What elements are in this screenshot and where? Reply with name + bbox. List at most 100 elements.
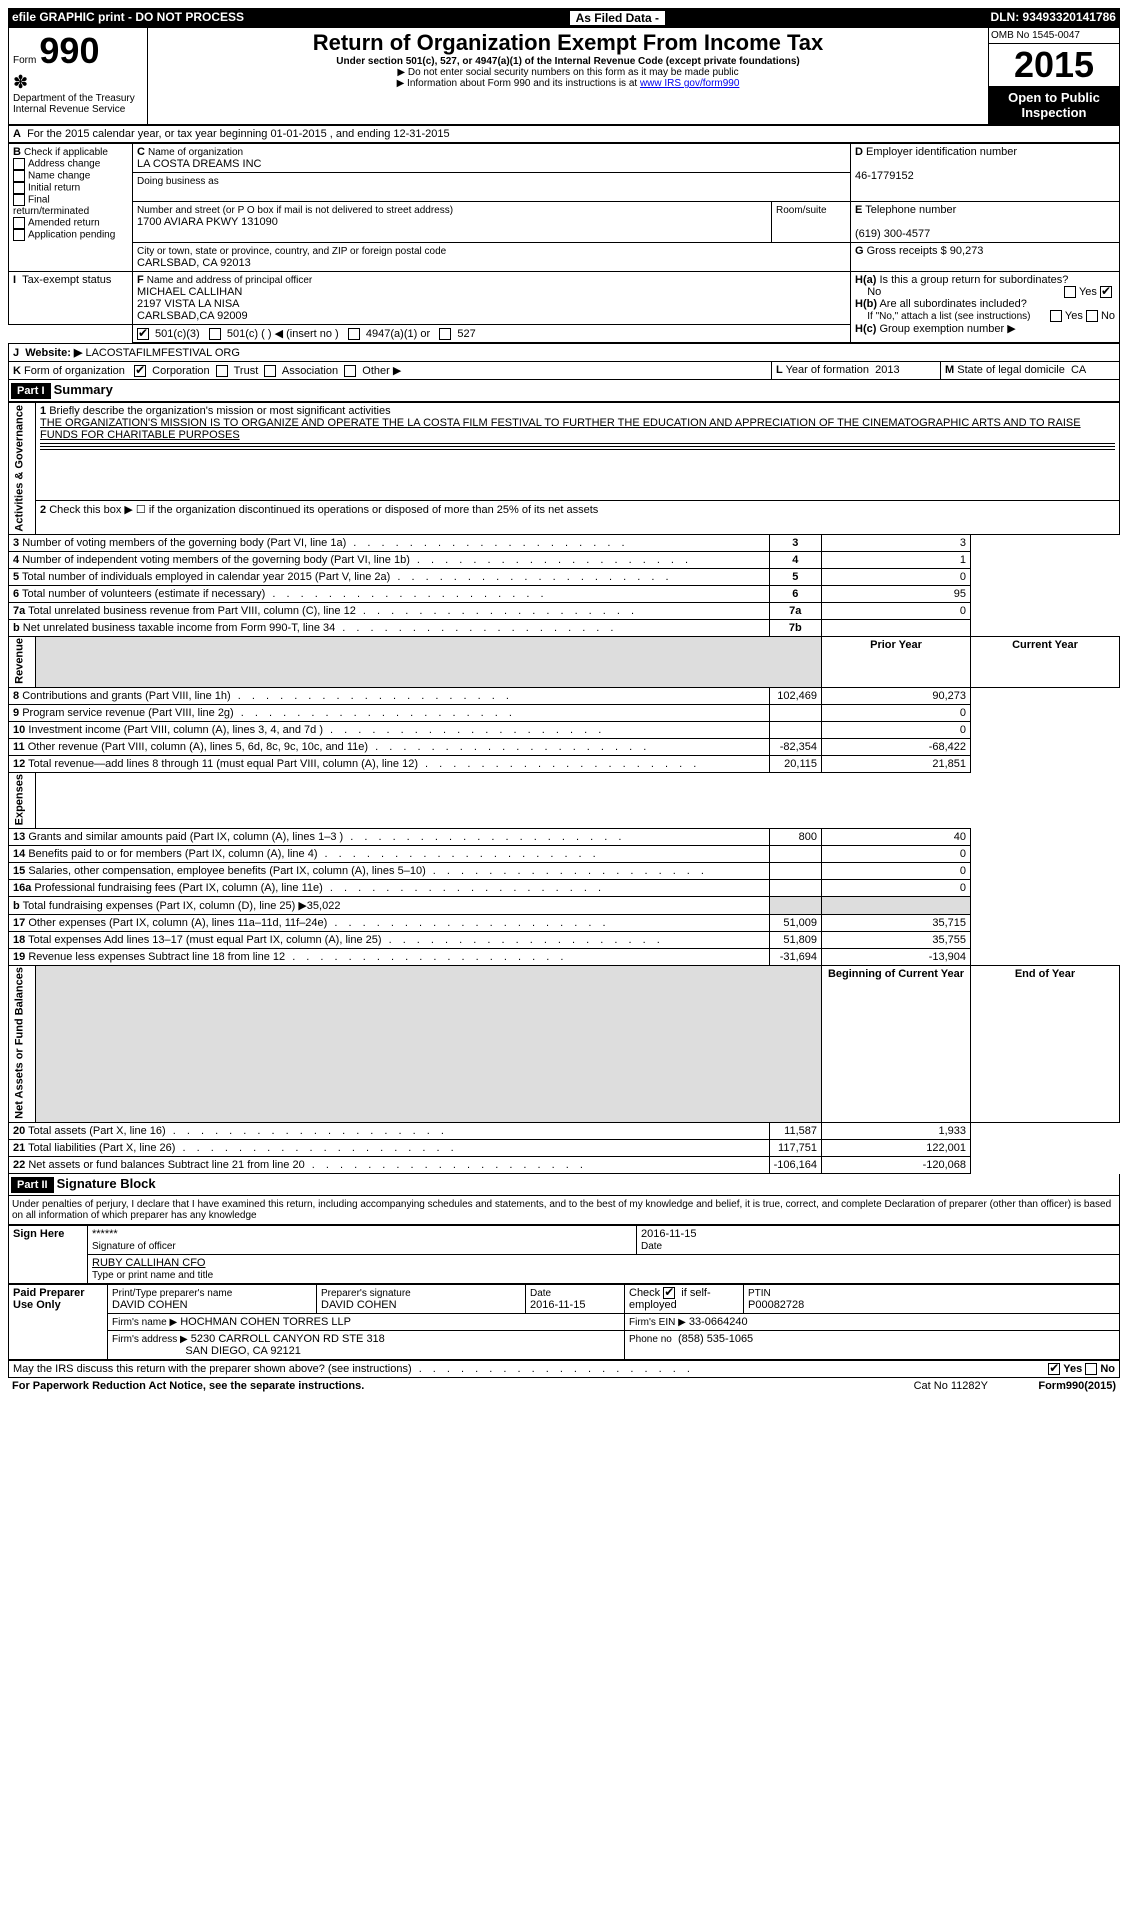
e-label: Telephone number — [865, 204, 956, 216]
line-num: 7b — [769, 619, 821, 636]
part2-title: Signature Block — [57, 1176, 156, 1191]
top-bar: efile GRAPHIC print - DO NOT PROCESS As … — [8, 8, 1120, 28]
current-year: -13,904 — [822, 948, 971, 965]
current-year: 0 — [822, 704, 971, 721]
j-label: Website: ▶ — [25, 347, 82, 359]
side-revenue: Revenue — [9, 636, 36, 687]
date-lbl: Date — [641, 1241, 662, 1252]
prior-year — [769, 879, 821, 896]
discuss-yes-checkbox[interactable] — [1048, 1363, 1060, 1375]
b-checkbox[interactable] — [13, 182, 25, 194]
mission: THE ORGANIZATION'S MISSION IS TO ORGANIZ… — [40, 417, 1081, 441]
part2-head: Part II — [11, 1177, 54, 1193]
current-year: 90,273 — [822, 687, 971, 704]
dept-1: Department of the Treasury — [13, 93, 143, 104]
prior-year: 51,009 — [769, 914, 821, 931]
current-year: 35,755 — [822, 931, 971, 948]
line-text: 20 Total assets (Part X, line 16) — [9, 1122, 770, 1139]
i-checkbox[interactable] — [209, 328, 221, 340]
firm-ein-lbl: Firm's EIN ▶ — [629, 1317, 686, 1328]
hb-no-checkbox[interactable] — [1086, 310, 1098, 322]
dept-2: Internal Revenue Service — [13, 104, 143, 115]
i-checkbox[interactable] — [137, 328, 149, 340]
line-text: 14 Benefits paid to or for members (Part… — [9, 845, 770, 862]
ein: 46-1779152 — [855, 170, 914, 182]
current-year: 0 — [822, 721, 971, 738]
paperwork: For Paperwork Reduction Act Notice, see … — [8, 1378, 824, 1394]
gross: 90,273 — [950, 245, 984, 257]
ha-no-checkbox[interactable] — [1100, 286, 1112, 298]
eoy: 122,001 — [822, 1139, 971, 1156]
current-year: 0 — [822, 862, 971, 879]
side-net: Net Assets or Fund Balances — [9, 965, 36, 1122]
i-checkbox[interactable] — [439, 328, 451, 340]
line-text: 15 Salaries, other compensation, employe… — [9, 862, 770, 879]
main-title: Return of Organization Exempt From Incom… — [152, 30, 984, 56]
side-expenses: Expenses — [9, 772, 36, 828]
i-label: Tax-exempt status — [22, 274, 111, 286]
hb-note: If "No," attach a list (see instructions… — [867, 311, 1030, 322]
header-table: Form 990 ✽ Department of the Treasury In… — [8, 28, 1120, 125]
city: CARLSBAD, CA 92013 — [137, 257, 251, 269]
bcy: -106,164 — [769, 1156, 821, 1173]
dba-label: Doing business as — [137, 176, 219, 187]
line-num: 6 — [769, 585, 821, 602]
current-year: 35,715 — [822, 914, 971, 931]
b-checkbox[interactable] — [13, 229, 25, 241]
top-mid: As Filed Data - — [569, 10, 666, 26]
prior-year — [769, 862, 821, 879]
firm-name: HOCHMAN COHEN TORRES LLP — [180, 1316, 351, 1328]
sig-officer-lbl: Signature of officer — [92, 1241, 176, 1252]
prior-year: -31,694 — [769, 948, 821, 965]
room-label: Room/suite — [776, 205, 827, 216]
i-checkbox[interactable] — [348, 328, 360, 340]
line-text: 10 Investment income (Part VIII, column … — [9, 721, 770, 738]
line-text: 19 Revenue less expenses Subtract line 1… — [9, 948, 770, 965]
f-label: Name and address of principal officer — [147, 275, 312, 286]
k-checkbox[interactable] — [216, 365, 228, 377]
line-text: 12 Total revenue—add lines 8 through 11 … — [9, 755, 770, 772]
line-val: 95 — [822, 585, 971, 602]
b-checkbox[interactable] — [13, 170, 25, 182]
line-val: 3 — [822, 534, 971, 551]
preparer-table: Paid Preparer Use Only Print/Type prepar… — [8, 1284, 1120, 1360]
b-checkbox[interactable] — [13, 194, 25, 206]
line-val: 0 — [822, 602, 971, 619]
line-val: 1 — [822, 551, 971, 568]
eoy: -120,068 — [822, 1156, 971, 1173]
ha-no: No — [867, 286, 881, 298]
prior-year — [769, 845, 821, 862]
hb-yes-checkbox[interactable] — [1050, 310, 1062, 322]
line-a: A For the 2015 calendar year, or tax yea… — [9, 126, 1120, 143]
b-checkbox[interactable] — [13, 158, 25, 170]
d-label: Employer identification number — [866, 146, 1017, 158]
ha-label: Is this a group return for subordinates? — [879, 274, 1068, 286]
prep-sig-lbl: Preparer's signature — [321, 1288, 411, 1299]
k-checkbox[interactable] — [264, 365, 276, 377]
self-employed-checkbox[interactable] — [663, 1287, 675, 1299]
irs-link[interactable]: www IRS gov/form990 — [640, 78, 739, 89]
firm-addr2: SAN DIEGO, CA 92121 — [185, 1345, 301, 1357]
open-public: Open to Public Inspection — [989, 86, 1119, 124]
firm-ein: 33-0664240 — [689, 1316, 748, 1328]
line-val: 0 — [822, 568, 971, 585]
line-text: 21 Total liabilities (Part X, line 26) — [9, 1139, 770, 1156]
q1-label: Briefly describe the organization's miss… — [49, 405, 390, 417]
ha-yes-checkbox[interactable] — [1064, 286, 1076, 298]
line-text: 22 Net assets or fund balances Subtract … — [9, 1156, 770, 1173]
sign-table: Sign Here ****** Signature of officer 20… — [8, 1225, 1120, 1284]
officer-city: CARLSBAD,CA 92009 — [137, 310, 248, 322]
line-num: 7a — [769, 602, 821, 619]
sig-stars: ****** — [92, 1228, 118, 1240]
k-checkbox[interactable] — [344, 365, 356, 377]
ptin-lbl: PTIN — [748, 1288, 771, 1299]
current-year: 40 — [822, 828, 971, 845]
phone: (619) 300-4577 — [855, 228, 930, 240]
prep-name-lbl: Print/Type preparer's name — [112, 1288, 232, 1299]
b-checkbox[interactable] — [13, 217, 25, 229]
k-checkbox[interactable] — [134, 365, 146, 377]
discuss-no-checkbox[interactable] — [1085, 1363, 1097, 1375]
hb-label: Are all subordinates included? — [879, 298, 1026, 310]
paid-preparer: Paid Preparer Use Only — [9, 1284, 108, 1359]
m-label: State of legal domicile — [957, 364, 1065, 376]
